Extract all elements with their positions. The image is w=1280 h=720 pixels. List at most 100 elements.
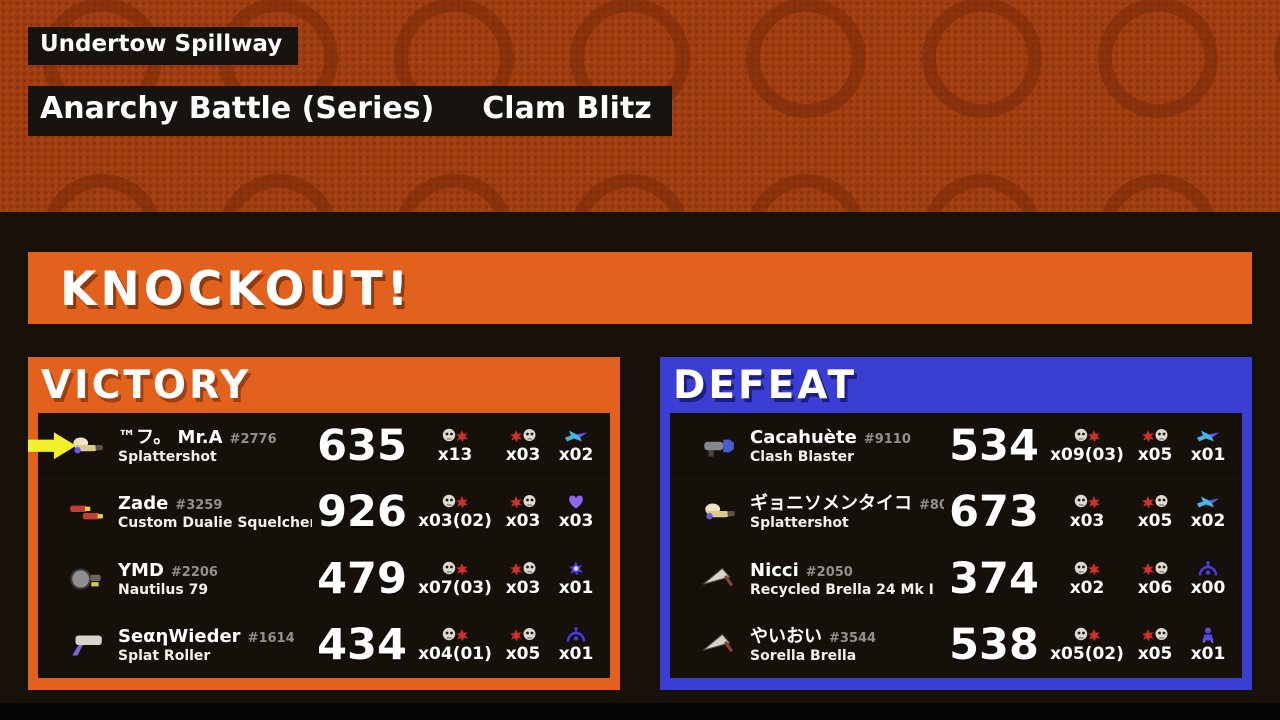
deaths-stat: x03 <box>498 427 548 465</box>
splats-icon <box>440 626 470 643</box>
specials-value: x01 <box>558 577 594 598</box>
player-tag: #2776 <box>229 431 277 447</box>
rule-text: Clam Blitz <box>482 91 652 126</box>
weapon-name: Sorella Brella <box>750 648 857 665</box>
weapon-icon-nautilus-79 <box>66 565 106 593</box>
defeat-title: DEFEAT <box>673 363 858 408</box>
points-value: 635 <box>317 420 407 471</box>
player-info: SeαηWieder #1614 Splat Roller <box>118 626 312 664</box>
player-row: SeαηWieder #1614 Splat Roller 434 x04(01)… <box>38 612 610 679</box>
kills-value: x03(02) <box>418 511 492 532</box>
player-info: ™フ。 Mr.A #2776 Splattershot <box>118 427 312 465</box>
kills-value: x02 <box>1069 577 1105 598</box>
player-name: YMD <box>118 559 164 581</box>
special-trizooka-icon <box>1196 493 1220 510</box>
specials-stat: x02 <box>1180 493 1236 531</box>
weapon-name: Custom Dualie Squelchers <box>118 515 312 532</box>
deaths-value: x03 <box>505 444 541 465</box>
player-row: Cacahuète #9110 Clash Blaster 534 x09(03)… <box>670 413 1242 479</box>
player-info: Nicci #2050 Recycled Brella 24 Mk I <box>750 560 944 598</box>
deaths-stat: x05 <box>1130 427 1180 465</box>
specials-value: x00 <box>1190 577 1226 598</box>
knockout-text: KNOCKOUT! <box>60 261 413 317</box>
deaths-value: x05 <box>1137 644 1173 665</box>
victory-panel: VICTORY ™フ。 Mr.A #2776 Splattershot 635 x… <box>28 357 620 690</box>
deaths-icon <box>508 427 538 444</box>
kills-value: x09(03) <box>1050 444 1124 465</box>
deaths-value: x05 <box>1137 444 1173 465</box>
player-row: Zade #3259 Custom Dualie Squelchers 926 x… <box>38 479 610 546</box>
deaths-stat: x03 <box>498 493 548 531</box>
points-value: 374 <box>949 553 1039 604</box>
deaths-stat: x05 <box>1130 626 1180 664</box>
deaths-value: x03 <box>505 511 541 532</box>
player-name: SeαηWieder <box>118 626 241 648</box>
deaths-stat: x06 <box>1130 560 1180 598</box>
kills-stat: x03 <box>1044 493 1130 531</box>
deaths-icon <box>508 560 538 577</box>
kills-stat: x03(02) <box>412 493 498 531</box>
points-value: 534 <box>949 420 1039 471</box>
kills-value: x04(01) <box>418 644 492 665</box>
player-info: やいおい #3544 Sorella Brella <box>750 626 944 664</box>
weapon-icon-clash-blaster <box>698 432 738 460</box>
weapon-icon-splat-roller <box>66 631 106 659</box>
player-name: Zade <box>118 493 169 515</box>
splats-icon <box>1072 493 1102 510</box>
mode-text: Anarchy Battle (Series) <box>40 91 435 126</box>
specials-value: x01 <box>558 644 594 665</box>
deaths-icon <box>1140 626 1170 643</box>
player-tag: #1614 <box>247 631 295 647</box>
weapon-icon-sorella-brella <box>698 631 738 659</box>
specials-value: x01 <box>1190 444 1226 465</box>
kills-stat: x13 <box>412 427 498 465</box>
splats-icon <box>1072 560 1102 577</box>
knockout-banner: KNOCKOUT! <box>28 252 1252 324</box>
weapon-name: Nautilus 79 <box>118 581 209 598</box>
weapon-icon-custom-dualie-squelchers <box>66 498 106 526</box>
player-info: Zade #3259 Custom Dualie Squelchers <box>118 493 312 531</box>
player-tag: #2206 <box>170 564 218 580</box>
player-info: YMD #2206 Nautilus 79 <box>118 560 312 598</box>
weapon-icon-recycled-brella-24-mk-i <box>698 565 738 593</box>
player-info: Cacahuète #9110 Clash Blaster <box>750 427 944 465</box>
splats-icon <box>1072 626 1102 643</box>
points-value: 434 <box>317 620 407 671</box>
special-big-bubbler-icon <box>564 626 588 643</box>
deaths-stat: x03 <box>498 560 548 598</box>
deaths-stat: x05 <box>498 626 548 664</box>
weapon-name: Recycled Brella 24 Mk I <box>750 581 934 598</box>
deaths-value: x05 <box>1137 511 1173 532</box>
player-row: YMD #2206 Nautilus 79 479 x07(03) x03 x01 <box>38 545 610 612</box>
weapon-name: Splattershot <box>118 448 217 465</box>
defeat-panel: DEFEAT Cacahuète #9110 Clash Blaster 534 … <box>660 357 1252 690</box>
weapon-name: Clash Blaster <box>750 448 855 465</box>
specials-stat: x01 <box>1180 626 1236 664</box>
special-trizooka-icon <box>564 427 588 444</box>
points-value: 479 <box>317 553 407 604</box>
special-triple-splashdown-icon <box>564 560 588 577</box>
player-row: Nicci #2050 Recycled Brella 24 Mk I 374 x… <box>670 545 1242 612</box>
deaths-value: x05 <box>505 644 541 665</box>
player-tag: #9110 <box>863 431 911 447</box>
bottom-letterbox <box>0 703 1280 720</box>
player-row: ™フ。 Mr.A #2776 Splattershot 635 x13 x03 x… <box>28 413 610 479</box>
deaths-icon <box>508 626 538 643</box>
stage-name-label: Undertow Spillway <box>28 27 299 65</box>
special-trizooka-icon <box>1196 427 1220 444</box>
player-tag: #3259 <box>175 498 223 514</box>
weapon-icon-splattershot <box>698 498 738 526</box>
specials-value: x03 <box>558 511 594 532</box>
player-tag: #8056 <box>919 498 944 514</box>
kills-value: x07(03) <box>418 577 492 598</box>
splats-icon <box>440 493 470 510</box>
kills-stat: x07(03) <box>412 560 498 598</box>
specials-stat: x00 <box>1180 560 1236 598</box>
player-name: ギョニソメンタイコ <box>750 493 912 515</box>
deaths-stat: x05 <box>1130 493 1180 531</box>
mode-label: Anarchy Battle (Series) Clam Blitz <box>28 86 672 136</box>
weapon-name: Splattershot <box>750 515 849 532</box>
kills-stat: x04(01) <box>412 626 498 664</box>
specials-value: x01 <box>1190 644 1226 665</box>
